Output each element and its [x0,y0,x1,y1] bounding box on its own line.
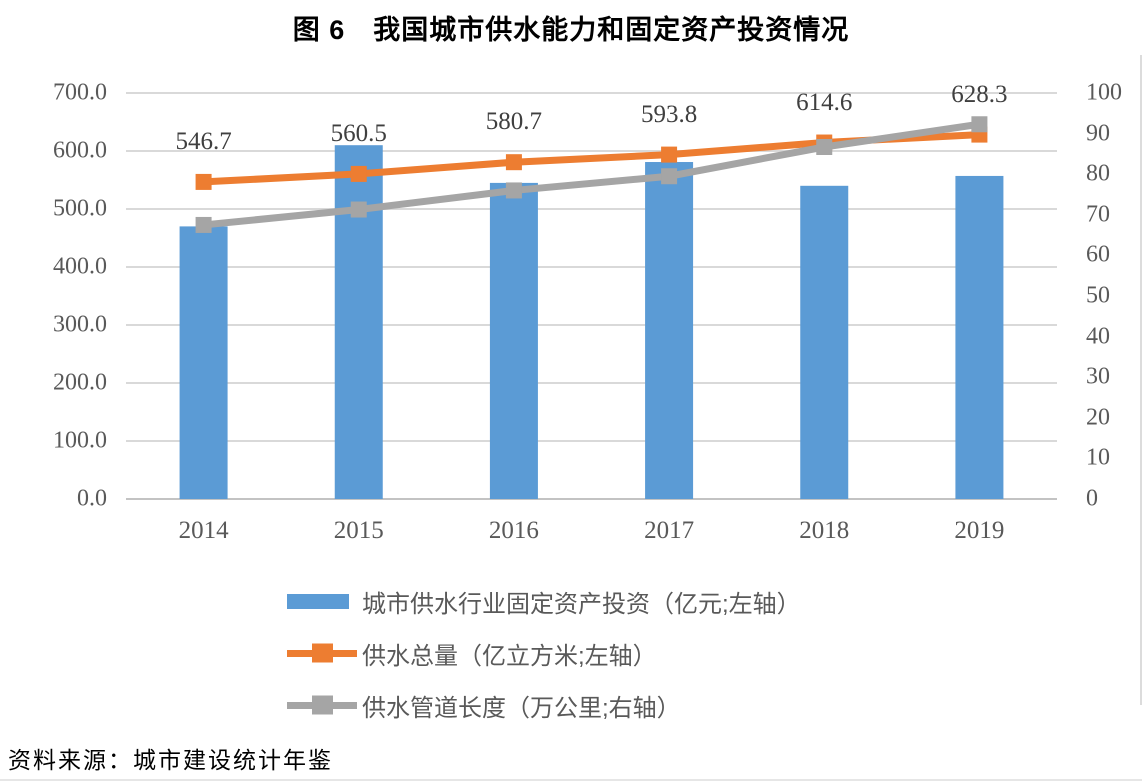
bar [800,185,849,500]
x-axis-label: 2018 [799,517,850,544]
bar [334,145,383,499]
x-axis-label: 2015 [333,517,384,544]
bar [179,226,228,499]
y-tick-right: 90 [1086,120,1110,147]
legend-item-pipeline-length: 供水管道长度（万公里;右轴） [287,679,801,731]
data-label: 593.8 [640,100,698,128]
y-tick-left: 700.0 [53,79,107,106]
pipeline-length-marker [661,168,678,185]
x-axis-label: 2016 [488,517,539,544]
y-tick-left: 100.0 [53,427,107,454]
y-tick-right: 80 [1086,160,1110,187]
pipeline-length-marker [505,182,522,199]
pipeline-length-marker [971,116,988,133]
bar [955,175,1004,499]
data-label: 560.5 [330,119,387,147]
y-tick-right: 70 [1086,201,1110,228]
y-tick-right: 0 [1086,485,1098,512]
y-tick-left: 600.0 [53,137,107,164]
scan-edge-bottom [0,779,1142,781]
source-note: 资料来源：城市建设统计年鉴 [8,748,333,773]
y-tick-left: 300.0 [53,311,107,338]
data-label: 580.7 [485,108,543,136]
pipeline-length-marker [350,201,367,218]
line-square-swatch-icon [287,643,357,663]
y-tick-right: 10 [1086,444,1110,471]
total-supply-marker [195,173,212,190]
pipeline-length-marker [816,138,833,155]
chart-legend: 城市供水行业固定资产投资（亿元;左轴） 供水总量（亿立方米;左轴） 供水管道长度… [287,575,801,731]
y-tick-left: 500.0 [53,195,107,222]
x-axis-label: 2017 [644,517,695,544]
legend-label: 供水管道长度（万公里;右轴） [362,694,681,722]
total-supply-marker [350,165,367,182]
y-tick-right: 100 [1086,79,1122,106]
pipeline-length-line [203,120,980,229]
y-tick-left: 0.0 [77,485,107,512]
data-label: 614.6 [796,88,853,116]
legend-label: 供水总量（亿立方米;左轴） [362,642,657,670]
legend-label: 城市供水行业固定资产投资（亿元;左轴） [362,590,801,618]
y-tick-left: 400.0 [53,253,107,280]
y-tick-right: 50 [1086,282,1110,309]
x-axis-label: 2014 [178,517,229,544]
y-tick-right: 20 [1086,404,1110,431]
legend-item-investment: 城市供水行业固定资产投资（亿元;左轴） [287,575,801,627]
total-supply-marker [505,154,522,171]
legend-item-total-supply: 供水总量（亿立方米;左轴） [287,627,801,679]
bar [645,162,694,499]
bar-swatch-icon [287,593,357,609]
total-supply-marker [661,146,678,163]
y-tick-right: 30 [1086,363,1110,390]
data-label: 546.7 [175,127,232,155]
y-tick-left: 200.0 [53,369,107,396]
line-square-swatch-icon [287,695,357,715]
y-tick-right: 40 [1086,323,1110,350]
pipeline-length-marker [195,216,212,233]
x-axis-label: 2019 [954,517,1005,544]
bar [489,182,538,499]
scan-edge-right [1140,55,1142,705]
y-tick-right: 60 [1086,241,1110,268]
data-label: 628.3 [951,80,1008,108]
figure-title: 图 6 我国城市供水能力和固定资产投资情况 [292,15,850,45]
